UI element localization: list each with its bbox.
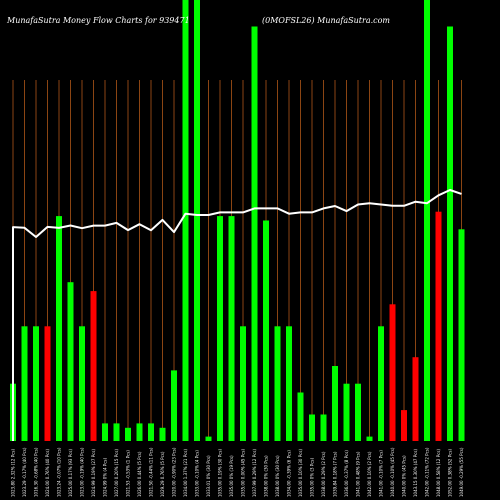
price-line-layer [12,189,462,441]
x-tick-label: 1023.29 -0.17% (40 Pcs) [22,447,27,497]
bar [378,326,384,441]
bar [33,326,39,441]
x-tick-label: 1038.00 0.29% (2 Pcs) [321,451,326,497]
bar [217,216,223,441]
x-tick-label: 1036.00 -0.37% (8 Pcs) [344,450,349,497]
x-tick-label: 1034.00 1.37% (21 Pcs) [183,449,188,497]
tick-label-layer: 1023.80 2.32% (12 Pcs) 1023.29 -0.17% (40… [11,447,465,497]
x-tick-label: 1052.00 0.38% (52 Pcs) [448,449,453,497]
bar [125,427,131,441]
bar [90,291,97,441]
x-tick-label: 1042.00 -0.11% (72 Pcs) [425,447,430,497]
x-tick-label: 1039.84 0.18% (7 Pcs) [333,451,338,497]
x-tick-label: 1021.53 -0.53% (1 Pcs) [126,450,131,497]
bar [309,414,315,441]
x-tick-label: 1023.00 -0.19% (40 Pcs) [80,447,85,497]
x-tick-label: 1041.00 -0.10% (7 Pcs) [379,450,384,497]
bar [182,0,189,441]
bar [67,282,74,441]
x-tick-label: 1016.30 -0.68% (40 Pcs) [34,447,39,497]
x-tick-label: 1035.00 0.00% (45 Pcs) [241,449,246,497]
price-line [12,189,462,441]
x-tick-label: 1025.00 0.17% (93 Pcs) [68,449,73,497]
bar [297,392,304,441]
bar [136,423,143,441]
bar [228,216,235,441]
x-tick-label: 1035.00 0% (3 Pcs) [310,457,315,497]
bar [251,26,258,441]
bar [447,26,453,441]
bar [44,326,51,441]
x-tick-label: 1035.00 0.19% (30 Pcs) [218,449,223,497]
x-tick-label: 1037.99 0.29% (12 Pcs) [252,449,257,497]
bar [205,436,212,441]
bar [355,383,361,441]
bar-layer [10,0,465,441]
chart-title: MunafaSutra Money Flow Charts for 939471 [6,16,190,25]
x-tick-label: 1023.80 2.32% (12 Pcs) [11,449,16,497]
x-tick-label: 1024.99 0% (4 Pcs) [103,457,108,497]
bar [332,366,338,441]
bar [366,436,373,441]
x-tick-label: 1035.00 0% (19 Pcs) [229,455,234,497]
bar [401,410,407,441]
bar [56,216,62,441]
x-tick-label: 1033.00 -0.10% (4 Pcs) [195,450,200,497]
x-tick-label: 1029.29 0.76% (5 Pcs) [160,451,165,497]
x-tick-label: 1049.00 -0.29% (55 Pcs) [459,447,464,497]
x-tick-label: 1040.00 -0.10% (45 Pcs) [390,447,395,497]
bar [435,211,442,441]
bar [389,304,396,441]
bar [194,0,200,441]
bar [102,423,108,441]
x-tick-label: 1043.15 0.30% (47 Pcs) [413,449,418,497]
x-tick-label: 1027.00 0.20% (15 Pcs) [114,449,119,497]
x-tick-label: 1026.00 0.44% (5 Pcs) [137,451,142,497]
x-tick-label: 1035.00 0.10% (30 Pcs) [298,449,303,497]
x-tick-label: 1042.00 0.10% (2 Pcs) [367,451,372,497]
bar [458,229,465,441]
x-tick-label: 1024.99 0.19% (27 Pcs) [91,449,96,497]
x-tick-label: 1023.24 -0.07% (10 Pcs) [57,447,62,497]
x-tick-label: 1038.00 0% (30 Pcs) [264,455,269,497]
bar [286,326,292,441]
x-tick-label: 1024.00 0.76% (40 Pcs) [45,449,50,497]
x-tick-label: 1034.00 -0.39% (6 Pcs) [287,450,292,497]
bar [79,326,85,441]
bar [240,326,246,441]
bar [148,423,154,441]
bar [424,0,430,441]
x-tick-label: 1041.00 0.48% (9 Pcs) [356,451,361,497]
x-tick-label: 1020.00 -0.90% (23 Pcs) [172,447,177,497]
bar [113,423,120,441]
bar [274,326,281,441]
bar [412,357,419,441]
x-tick-label: 1033.01 0% (30 Pcs) [206,455,211,497]
bar [343,383,350,441]
bar [320,414,327,441]
x-tick-label: 1021.50 -0.44% (11 Pcs) [149,447,154,497]
bar [263,220,269,441]
bar [159,427,166,441]
bar [171,370,177,441]
x-tick-label: 1040.00 0% (45 Pcs) [402,455,407,497]
chart-subtitle: (0MOFSL26) MunafaSutra.com [262,16,390,25]
bar [21,326,28,441]
x-tick-label: 1038.00 0% (30 Pcs) [275,455,280,497]
x-tick-label: 1048.00 0.58% (12 Pcs) [436,449,441,497]
